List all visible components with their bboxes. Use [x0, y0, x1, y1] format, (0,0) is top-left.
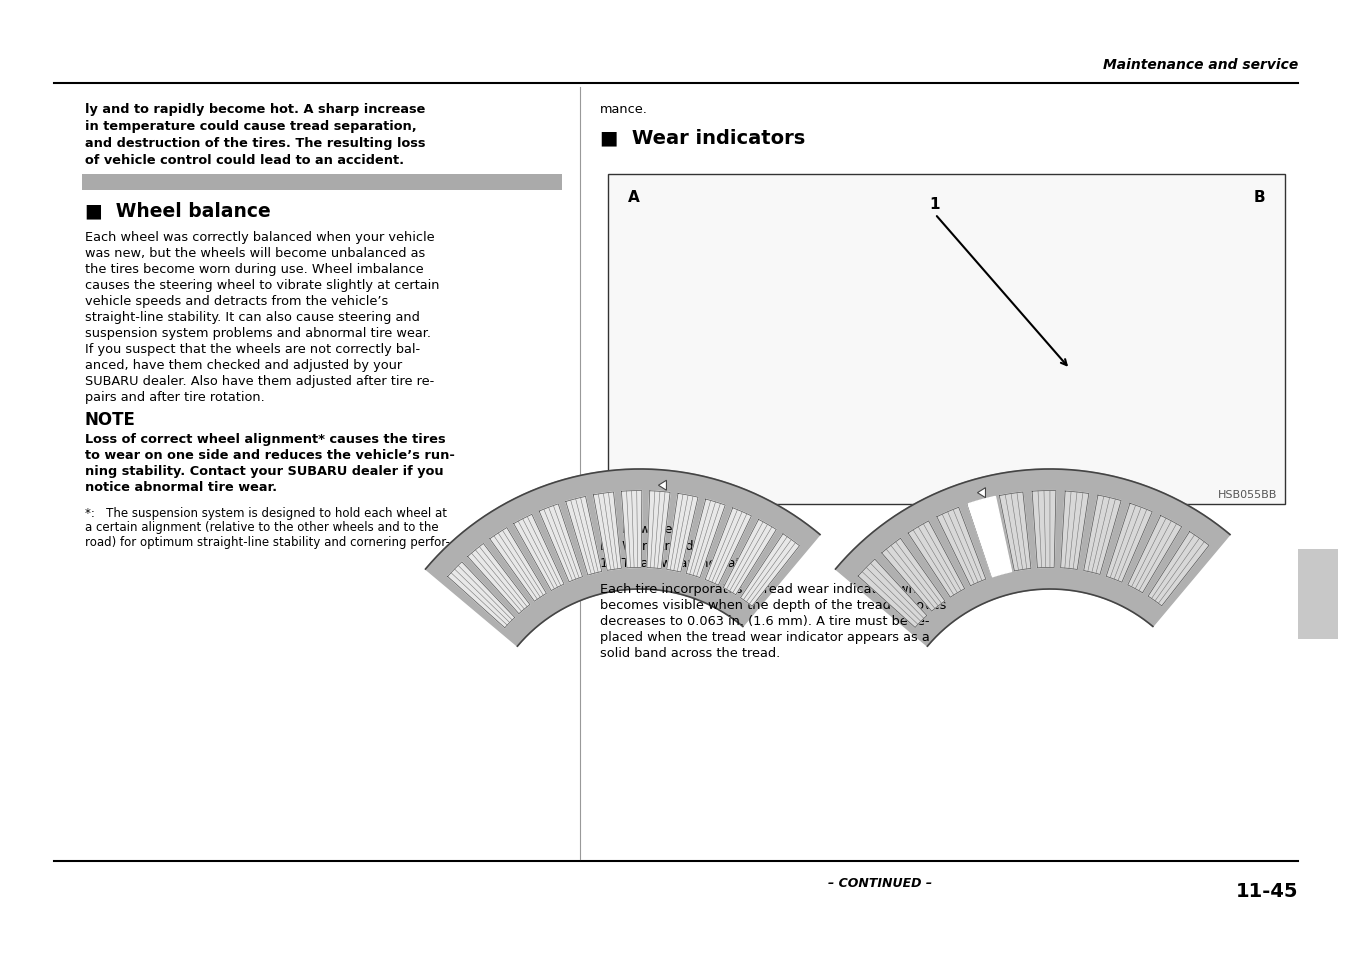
Polygon shape [968, 497, 1011, 578]
Text: B)  Worn tread: B) Worn tread [600, 539, 694, 553]
Text: mance.: mance. [600, 103, 648, 116]
Polygon shape [565, 497, 602, 576]
Polygon shape [646, 491, 671, 569]
Text: – CONTINUED –: – CONTINUED – [827, 876, 932, 889]
Text: A)  New tread: A) New tread [600, 522, 688, 536]
Text: and destruction of the tires. The resulting loss: and destruction of the tires. The result… [85, 137, 426, 150]
Text: the tires become worn during use. Wheel imbalance: the tires become worn during use. Wheel … [85, 263, 423, 275]
Text: B: B [1253, 190, 1265, 205]
Polygon shape [539, 504, 583, 582]
Polygon shape [658, 480, 667, 491]
Text: vehicle speeds and detracts from the vehicle’s: vehicle speeds and detracts from the veh… [85, 294, 388, 308]
Polygon shape [1060, 492, 1088, 570]
Bar [608, 174, 1284, 504]
Text: a certain alignment (relative to the other wheels and to the: a certain alignment (relative to the oth… [85, 521, 438, 534]
Polygon shape [594, 493, 622, 571]
Polygon shape [741, 535, 799, 606]
Polygon shape [426, 470, 819, 646]
Text: 11-45: 11-45 [1236, 882, 1298, 900]
Text: causes the steering wheel to vibrate slightly at certain: causes the steering wheel to vibrate sli… [85, 278, 439, 292]
Polygon shape [859, 559, 927, 628]
Text: road) for optimum straight-line stability and cornering perfor-: road) for optimum straight-line stabilit… [85, 536, 450, 548]
Text: *:   The suspension system is designed to hold each wheel at: *: The suspension system is designed to … [85, 506, 448, 519]
Polygon shape [968, 498, 1009, 578]
Text: pairs and after tire rotation.: pairs and after tire rotation. [85, 391, 265, 403]
Polygon shape [687, 499, 725, 578]
Polygon shape [882, 538, 945, 612]
Text: placed when the tread wear indicator appears as a: placed when the tread wear indicator app… [600, 630, 930, 643]
Polygon shape [999, 493, 1032, 572]
Polygon shape [622, 491, 642, 568]
Polygon shape [514, 515, 564, 591]
Text: 1)  Tread wear indicator: 1) Tread wear indicator [600, 557, 754, 569]
Polygon shape [706, 508, 752, 585]
Text: in temperature could cause tread separation,: in temperature could cause tread separat… [85, 120, 416, 132]
Text: solid band across the tread.: solid band across the tread. [600, 646, 780, 659]
Text: ly and to rapidly become hot. A sharp increase: ly and to rapidly become hot. A sharp in… [85, 103, 426, 116]
Text: Maintenance and service: Maintenance and service [1103, 58, 1298, 71]
Text: suspension system problems and abnormal tire wear.: suspension system problems and abnormal … [85, 327, 431, 339]
Text: ■  Wear indicators: ■ Wear indicators [600, 128, 806, 147]
Text: notice abnormal tire wear.: notice abnormal tire wear. [85, 480, 277, 494]
Text: Each wheel was correctly balanced when your vehicle: Each wheel was correctly balanced when y… [85, 231, 434, 244]
Text: 1: 1 [930, 196, 940, 212]
Polygon shape [909, 521, 965, 598]
Polygon shape [1032, 491, 1056, 568]
Text: anced, have them checked and adjusted by your: anced, have them checked and adjusted by… [85, 358, 402, 372]
Polygon shape [723, 519, 776, 595]
Text: SUBARU dealer. Also have them adjusted after tire re-: SUBARU dealer. Also have them adjusted a… [85, 375, 434, 388]
Text: Each tire incorporates a tread wear indicator, which: Each tire incorporates a tread wear indi… [600, 582, 936, 596]
Polygon shape [667, 494, 698, 573]
Text: A: A [627, 190, 639, 205]
Text: was new, but the wheels will become unbalanced as: was new, but the wheels will become unba… [85, 247, 426, 260]
Text: of vehicle control could lead to an accident.: of vehicle control could lead to an acci… [85, 153, 404, 167]
Text: straight-line stability. It can also cause steering and: straight-line stability. It can also cau… [85, 311, 420, 324]
Polygon shape [468, 544, 530, 614]
Text: Loss of correct wheel alignment* causes the tires: Loss of correct wheel alignment* causes … [85, 433, 446, 446]
Polygon shape [1106, 504, 1152, 582]
Polygon shape [1084, 496, 1121, 575]
Text: decreases to 0.063 in. (1.6 mm). A tire must be re-: decreases to 0.063 in. (1.6 mm). A tire … [600, 615, 930, 627]
Polygon shape [1128, 516, 1182, 593]
Bar [1298, 550, 1338, 639]
Text: HSB055BB: HSB055BB [1218, 490, 1278, 499]
Polygon shape [836, 470, 1230, 646]
Polygon shape [448, 562, 515, 628]
Text: to wear on one side and reduces the vehicle’s run-: to wear on one side and reduces the vehi… [85, 449, 454, 461]
Text: NOTE: NOTE [85, 411, 135, 429]
Polygon shape [937, 508, 986, 586]
Text: ■  Wheel balance: ■ Wheel balance [85, 201, 270, 220]
Text: ning stability. Contact your SUBARU dealer if you: ning stability. Contact your SUBARU deal… [85, 464, 443, 477]
Polygon shape [489, 528, 546, 601]
Polygon shape [1148, 532, 1209, 606]
Polygon shape [977, 488, 986, 498]
Text: If you suspect that the wheels are not correctly bal-: If you suspect that the wheels are not c… [85, 343, 420, 355]
Bar [82, 174, 562, 191]
Text: becomes visible when the depth of the tread grooves: becomes visible when the depth of the tr… [600, 598, 946, 612]
